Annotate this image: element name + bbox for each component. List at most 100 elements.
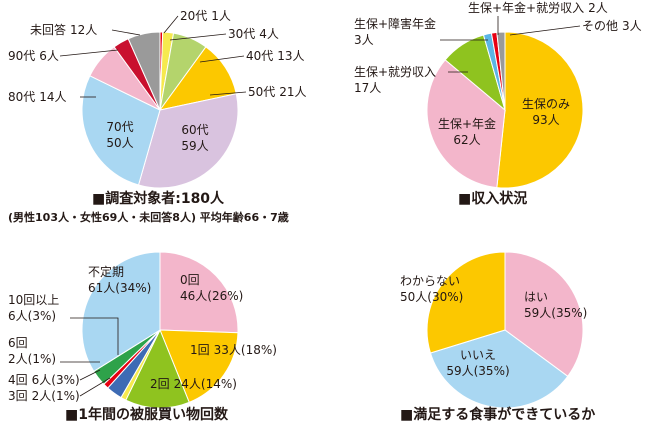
- slice-label: 生保のみ 93人: [522, 97, 570, 127]
- value-label: 13人: [277, 49, 304, 63]
- category-label: 生保+障害年金: [354, 16, 436, 31]
- slice-label: 未回答 12人: [30, 22, 97, 37]
- slice-label: 2回 24人(14%): [150, 377, 237, 391]
- pie-slice: [496, 31, 584, 189]
- category-label: 4回: [8, 373, 28, 387]
- chart-title: ■調査対象者:180人: [92, 190, 225, 207]
- slice-label: 70代 50人: [106, 120, 133, 150]
- leader-line: [509, 25, 581, 36]
- category-label: はい: [524, 290, 548, 304]
- category-label: 不定期: [88, 264, 124, 279]
- category-label: 1回: [190, 343, 210, 357]
- value-label: 61人(34%): [88, 281, 151, 295]
- category-label: いいえ: [460, 348, 496, 362]
- category-label: 60代: [181, 123, 208, 137]
- slice-label: わからない 50人(30%): [400, 274, 463, 304]
- category-label: 6回: [8, 336, 28, 350]
- slice-label: 20代 1人: [180, 9, 231, 23]
- slice-label: 40代 13人: [246, 49, 305, 63]
- category-label: 生保+就労収入: [354, 65, 436, 79]
- value-label: 17人: [354, 81, 381, 95]
- category-label: 生保+年金: [438, 116, 496, 131]
- slice-label: 生保+年金+就労収入 2人: [468, 0, 608, 15]
- category-label: 80代: [8, 90, 35, 104]
- category-label: 未回答: [30, 22, 66, 37]
- category-label: 70代: [106, 120, 133, 134]
- value-label: 50人(30%): [400, 290, 463, 304]
- slice-label: 生保+障害年金 3人: [354, 16, 436, 47]
- value-label: 59人: [181, 139, 208, 153]
- value-label: 3人: [354, 33, 374, 47]
- slice-label: 不定期 61人(34%): [88, 264, 151, 295]
- slice-label: その他 3人: [582, 19, 642, 33]
- pie-slice: [125, 328, 190, 409]
- value-label: 6人(3%): [32, 373, 80, 387]
- value-label: 24人(14%): [174, 377, 237, 391]
- slice-label: 1回 33人(18%): [190, 343, 277, 357]
- category-label: 90代: [8, 49, 35, 63]
- category-label: 2回: [150, 377, 170, 391]
- category-label: 10回以上: [8, 293, 59, 307]
- leader-line: [169, 33, 227, 41]
- value-label: 1人: [211, 9, 231, 23]
- slice-label: 6回 2人(1%): [8, 336, 56, 366]
- pie-slice: [81, 75, 161, 186]
- leader-line: [163, 15, 179, 34]
- slice-label: 0回 46人(26%): [180, 273, 243, 303]
- slice-label: 80代 14人: [8, 90, 67, 104]
- leader-line: [79, 369, 101, 381]
- value-label: 2人: [588, 1, 608, 15]
- slice-label: 60代 59人: [181, 123, 208, 153]
- pie-slice: [159, 251, 239, 334]
- value-label: 33人(18%): [214, 343, 277, 357]
- pie-slice: [496, 31, 506, 111]
- slice-label: いいえ 59人(35%): [446, 348, 509, 378]
- value-label: 21人: [279, 85, 306, 99]
- pie-slice: [137, 93, 239, 189]
- value-label: 6人: [39, 49, 59, 63]
- category-label: 0回: [180, 273, 200, 287]
- leader-line: [70, 317, 119, 355]
- slice-label: 50代 21人: [248, 85, 307, 99]
- slice-label: 生保+就労収入 17人: [354, 65, 436, 95]
- pie-slice: [127, 31, 161, 111]
- category-label: 30代: [228, 27, 255, 41]
- category-label: 50代: [248, 85, 275, 99]
- chart-title: ■1年間の被服買い物回数: [65, 406, 229, 423]
- pie-slice: [504, 251, 584, 378]
- slice-label: 3回 2人(1%): [8, 389, 80, 403]
- slice-label: 10回以上 6人(3%): [8, 293, 59, 323]
- category-label: 3回: [8, 389, 28, 403]
- slice-label: 生保+年金 62人: [438, 116, 496, 147]
- pie-slice: [159, 329, 239, 403]
- slice-label: はい 59人(35%): [524, 290, 587, 320]
- value-label: 4人: [259, 27, 279, 41]
- category-label: 生保のみ: [522, 97, 570, 111]
- value-label: 59人(35%): [446, 364, 509, 378]
- leader-line: [79, 377, 111, 397]
- leader-line: [209, 91, 247, 96]
- category-label: 20代: [180, 9, 207, 23]
- category-label: 40代: [246, 49, 273, 63]
- leader-line: [199, 55, 245, 63]
- slice-label: 90代 6人: [8, 49, 59, 63]
- chart-subtitle: (男性103人・女性69人・未回答8人) 平均年齢66・7歳: [8, 210, 289, 224]
- leader-line: [59, 49, 119, 57]
- slice-label: 4回 6人(3%): [8, 373, 80, 387]
- value-label: 93人: [532, 113, 559, 127]
- value-label: 62人: [453, 133, 480, 147]
- value-label: 2人(1%): [32, 389, 80, 403]
- chart-title: ■満足する食事ができているか: [400, 406, 595, 423]
- category-label: その他: [582, 19, 618, 33]
- value-label: 12人: [70, 23, 97, 37]
- chart-title: ■収入状況: [458, 190, 527, 207]
- category-label: 生保+年金+就労収入: [468, 0, 584, 15]
- pie-slice: [429, 329, 569, 409]
- slice-label: 30代 4人: [228, 27, 279, 41]
- pie-slice: [426, 251, 506, 354]
- value-label: 2人(1%): [8, 352, 56, 366]
- value-label: 3人: [622, 19, 642, 33]
- pie-slice: [81, 251, 161, 373]
- value-label: 6人(3%): [8, 309, 56, 323]
